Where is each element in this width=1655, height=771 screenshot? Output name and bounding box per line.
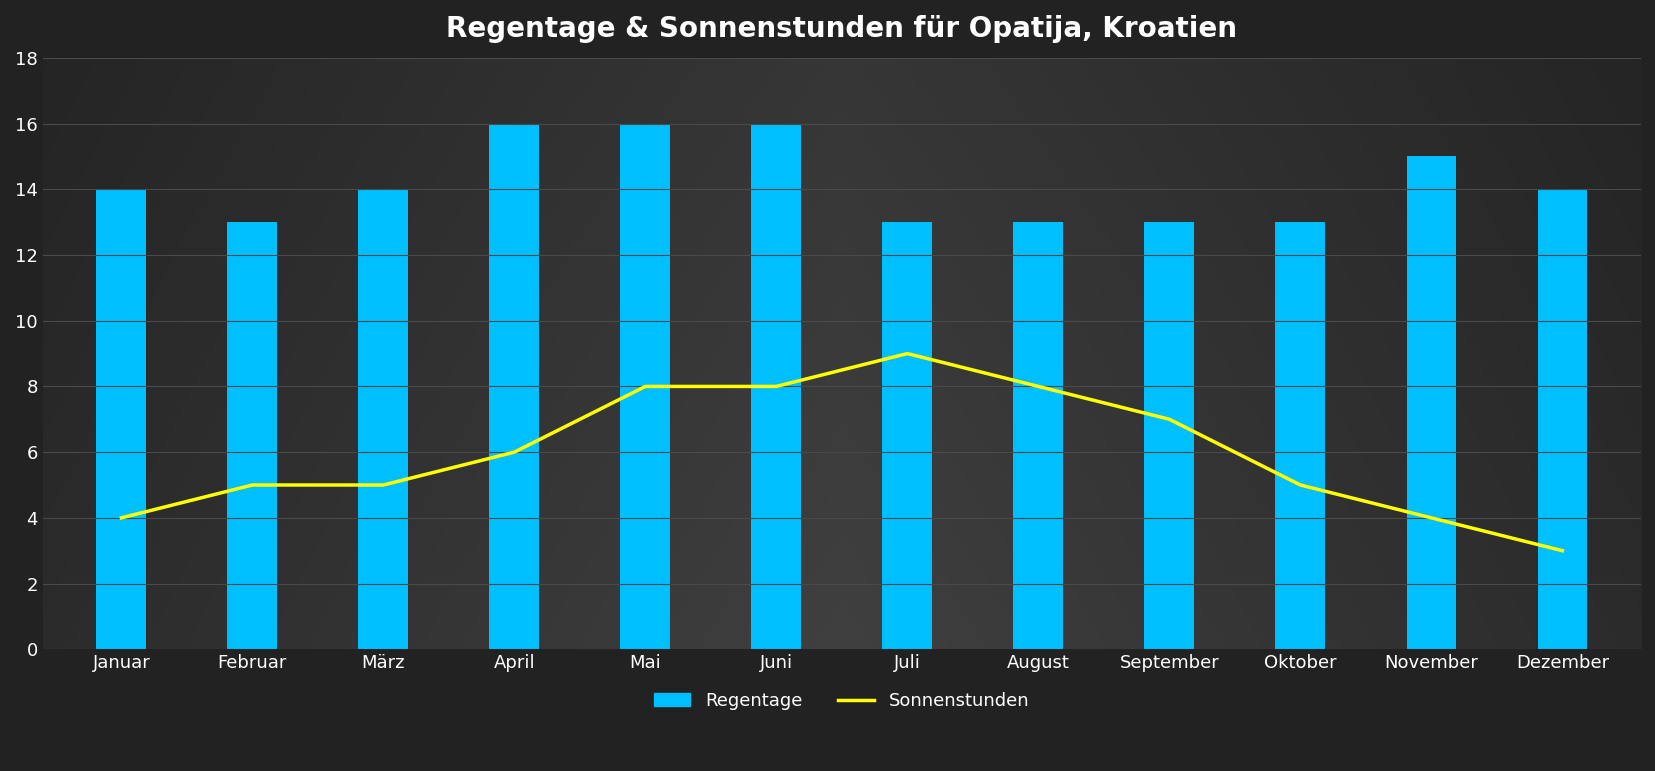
Bar (1536, 189, 1587, 649)
Bar (882, 222, 932, 649)
Bar (227, 222, 276, 649)
Bar (621, 123, 670, 649)
Bar (751, 123, 801, 649)
Bar (1144, 222, 1193, 649)
Bar (1013, 222, 1063, 649)
Bar (490, 123, 540, 649)
Legend: Regentage, Sonnenstunden: Regentage, Sonnenstunden (647, 685, 1036, 717)
Bar (96, 189, 146, 649)
Bar (1274, 222, 1324, 649)
Title: Regentage & Sonnenstunden für Opatija, Kroatien: Regentage & Sonnenstunden für Opatija, K… (447, 15, 1236, 43)
Bar (357, 189, 409, 649)
Bar (1405, 157, 1455, 649)
